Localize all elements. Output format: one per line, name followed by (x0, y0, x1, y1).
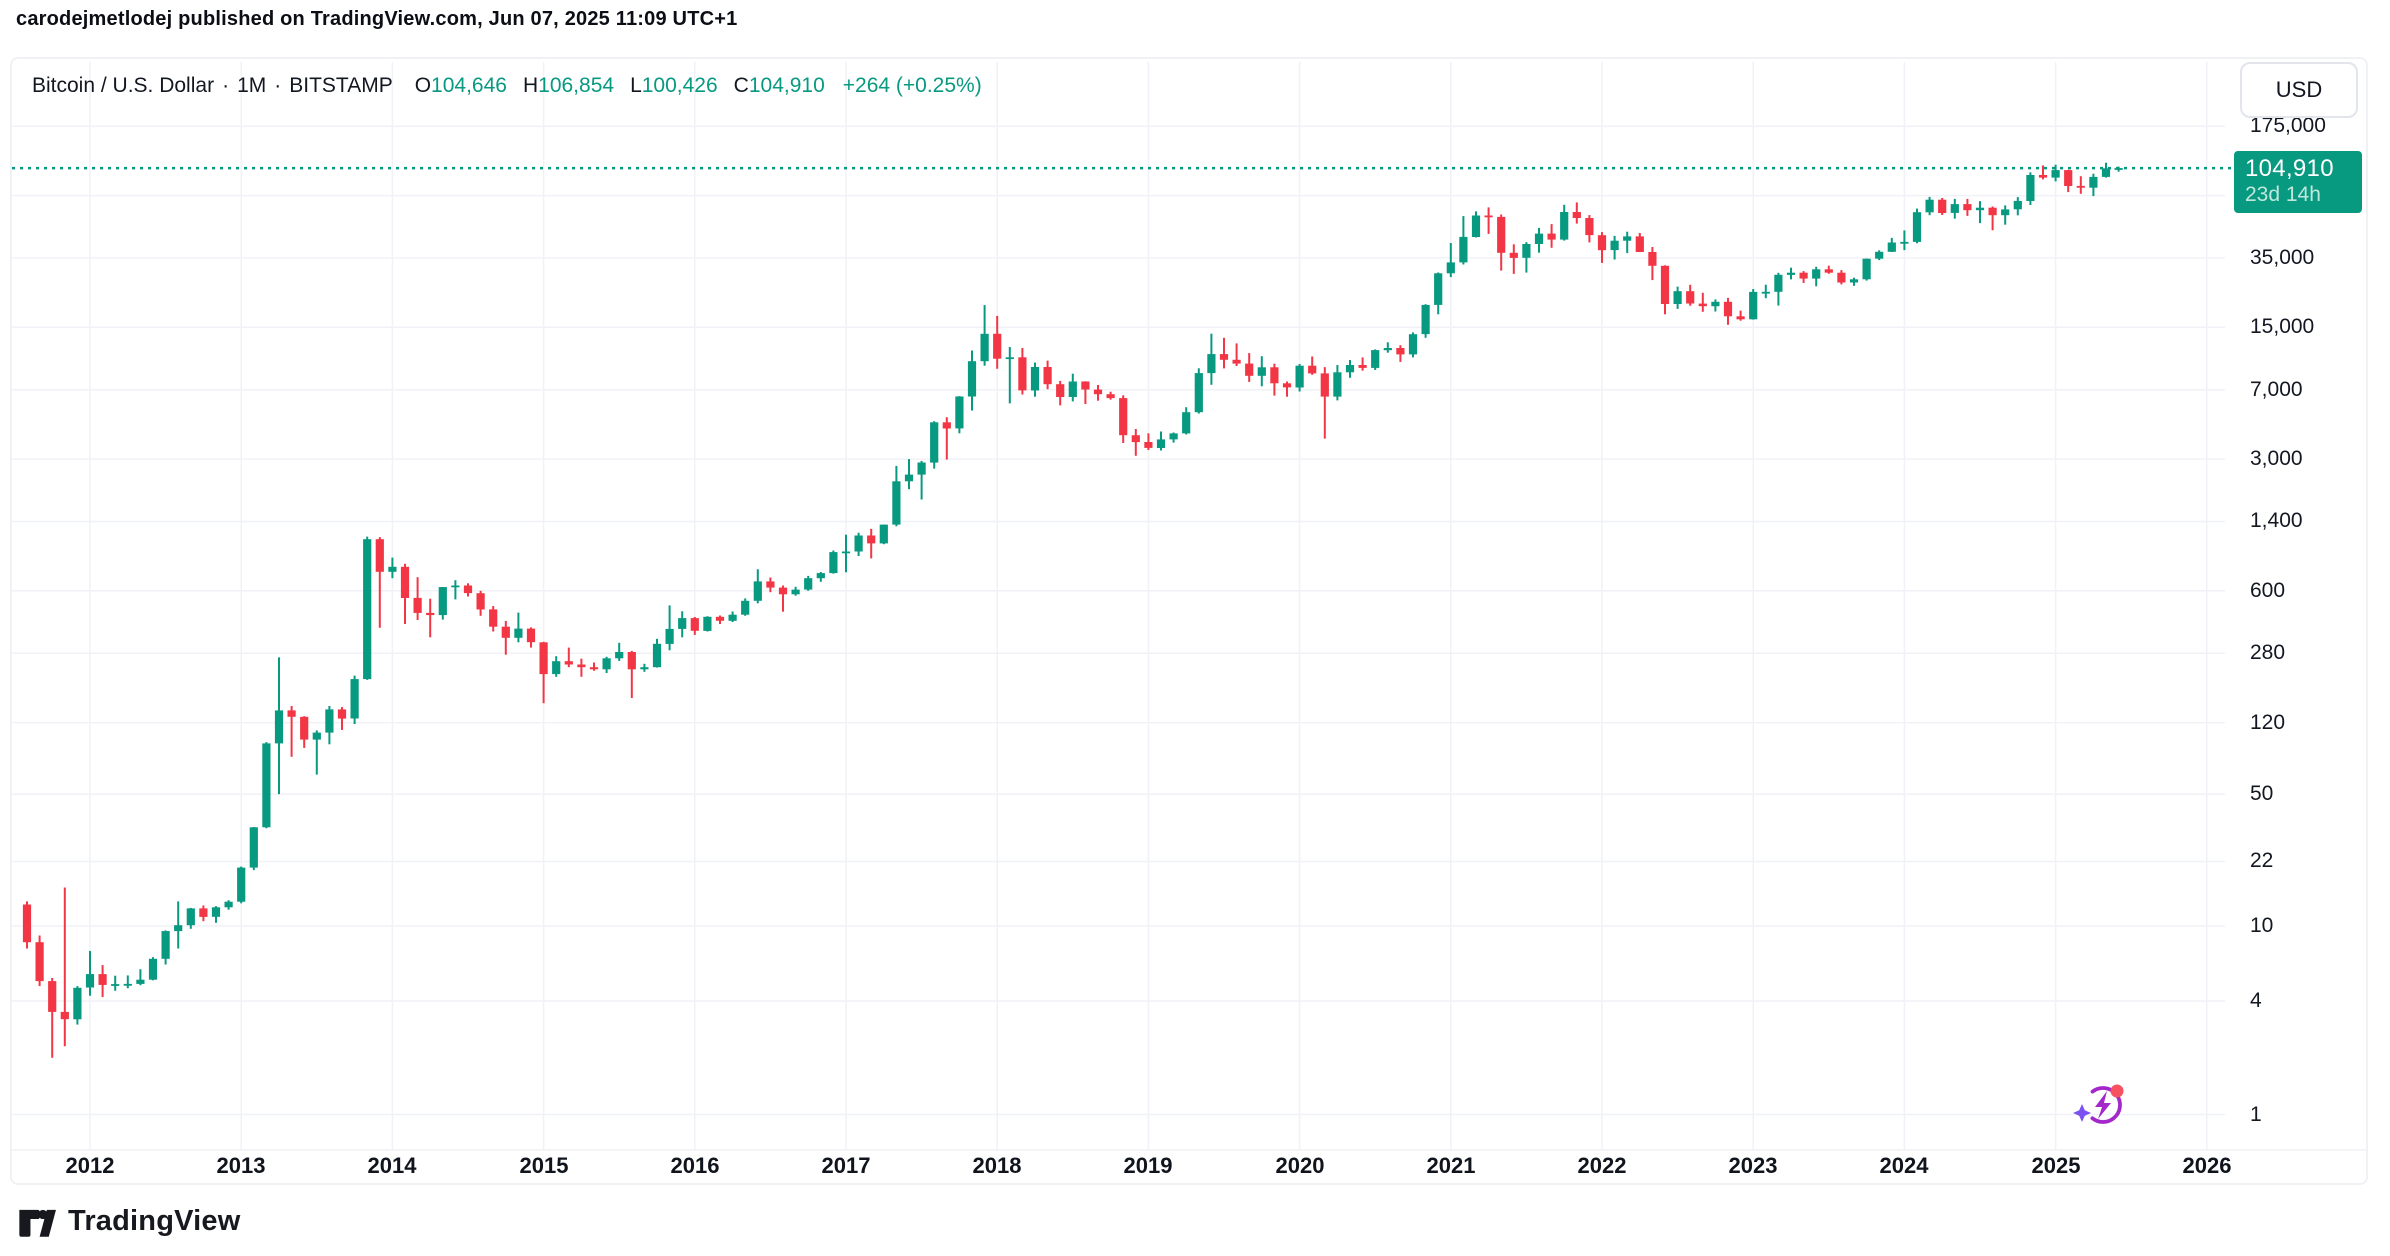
price-tick-label: 4 (2250, 989, 2262, 1012)
year-tick-label: 2023 (1728, 1153, 1778, 1178)
tradingview-logo-link[interactable]: TradingView (16, 1204, 241, 1238)
boost-icon[interactable] (2072, 1082, 2138, 1134)
change-value: +264 (+0.25%) (842, 74, 982, 97)
tradingview-logo-icon (17, 1209, 56, 1237)
interval-label: 1M (237, 74, 267, 97)
price-tick-label: 3,000 (2250, 447, 2303, 470)
year-tick-label: 2020 (1275, 1153, 1325, 1178)
year-tick-label: 2019 (1123, 1153, 1173, 1178)
year-tick-label: 2017 (821, 1153, 871, 1178)
currency-toggle-button[interactable]: USD (2240, 62, 2358, 118)
high-value: 106,854 (538, 74, 615, 97)
year-tick-label: 2026 (2182, 1153, 2232, 1178)
price-tick-label: 120 (2250, 711, 2286, 734)
exchange-label: BITSTAMP (289, 74, 393, 97)
price-tick-label: 50 (2250, 782, 2274, 805)
close-value: 104,910 (748, 74, 825, 97)
last-price-value: 104,910 (2245, 155, 2334, 182)
notification-dot (2110, 1084, 2124, 1098)
year-tick-label: 2016 (670, 1153, 720, 1178)
symbol-title: Bitcoin / U.S. Dollar (32, 74, 215, 97)
price-tick-label: 35,000 (2250, 246, 2315, 269)
price-tick-label: 22 (2250, 849, 2274, 872)
price-tick-label: 280 (2250, 641, 2286, 664)
legend-separator: · (274, 74, 282, 97)
high-label: H (522, 74, 539, 97)
open-label: O (414, 74, 432, 97)
year-tick-label: 2015 (519, 1153, 569, 1178)
lightning-icon (2095, 1091, 2111, 1119)
year-tick-label: 2024 (1879, 1153, 1929, 1178)
open-value: 104,646 (431, 74, 507, 97)
year-tick-label: 2025 (2031, 1153, 2081, 1178)
year-tick-label: 2012 (65, 1153, 115, 1178)
low-value: 100,426 (641, 74, 718, 97)
tradingview-logo-text: TradingView (68, 1204, 241, 1237)
sparkle-icon (2073, 1104, 2091, 1122)
price-tick-label: 15,000 (2250, 315, 2315, 338)
year-tick-label: 2022 (1577, 1153, 1627, 1178)
legend-separator: · (222, 74, 230, 97)
chart-card[interactable] (10, 57, 2368, 1185)
bar-countdown: 23d 14h (2245, 183, 2321, 206)
year-tick-label: 2018 (972, 1153, 1022, 1178)
price-tick-label: 7,000 (2250, 378, 2303, 401)
close-label: C (733, 74, 749, 97)
last-price-badge: 104,910 23d 14h (2234, 151, 2362, 213)
published-header: carodejmetlodej published on TradingView… (16, 8, 738, 30)
price-tick-label: 1 (2250, 1103, 2262, 1126)
chart-legend: Bitcoin / U.S. Dollar · 1M · BITSTAMP O104,64… (32, 74, 982, 98)
low-label: L (630, 74, 642, 97)
price-tick-label: 600 (2250, 579, 2286, 602)
year-tick-label: 2013 (216, 1153, 266, 1178)
price-tick-label: 1,400 (2250, 509, 2303, 532)
price-tick-label: 10 (2250, 914, 2274, 937)
price-tick-label: 175,000 (2250, 114, 2326, 137)
ohlc-values: O104,646 H106,854 L100,426 C104,910 +264 (+0… (415, 74, 982, 97)
year-tick-label: 2021 (1426, 1153, 1476, 1178)
year-tick-label: 2014 (367, 1153, 417, 1178)
